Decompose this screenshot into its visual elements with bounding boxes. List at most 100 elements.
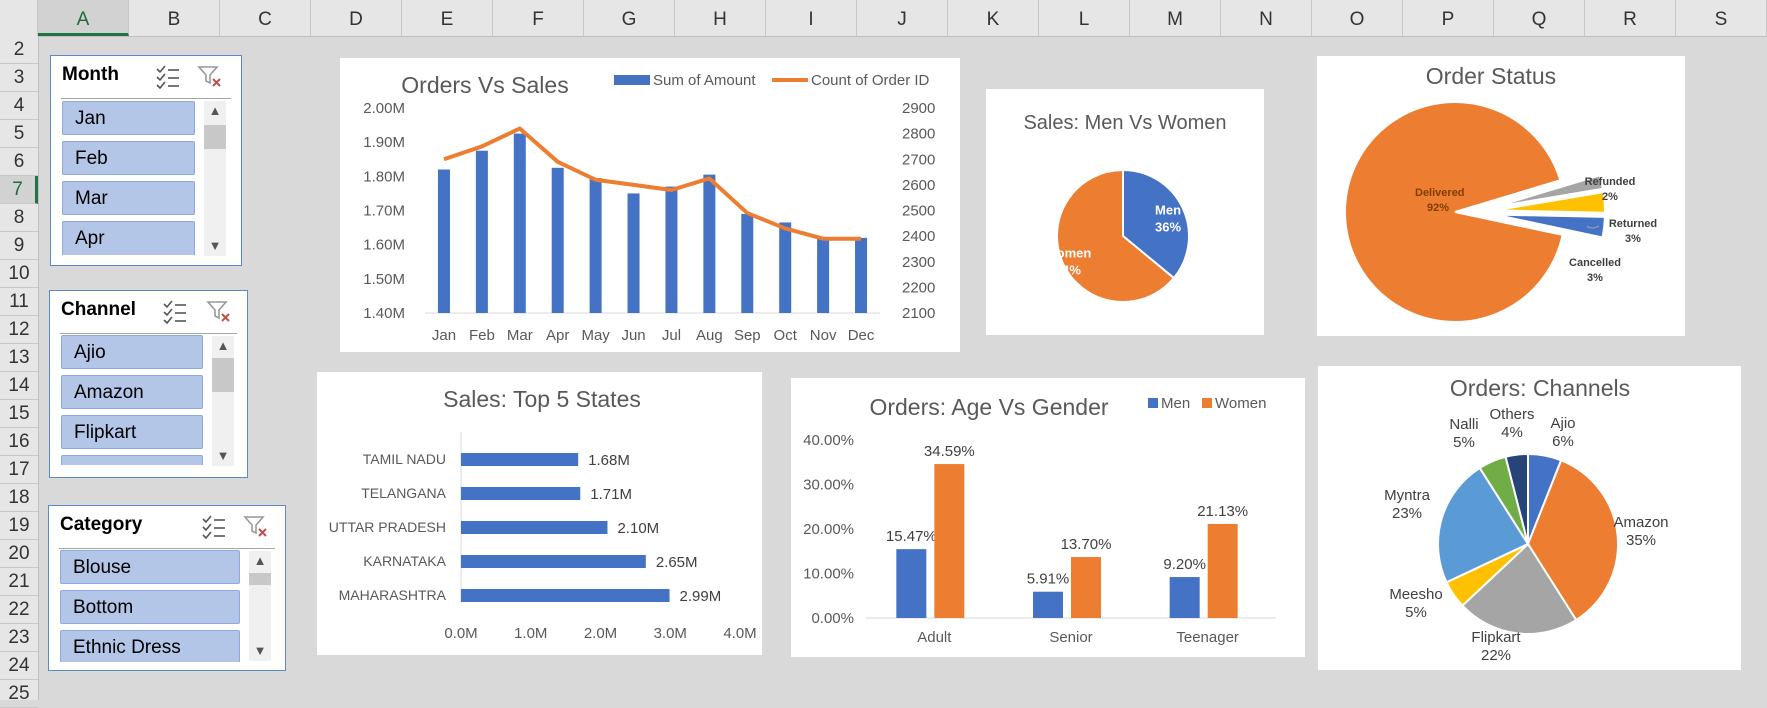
row-header-17[interactable]: 17 (0, 456, 38, 484)
slicer-item[interactable]: Mar (62, 181, 195, 215)
slicer-item[interactable]: Flipkart (61, 415, 203, 449)
month-slicer[interactable]: Month Jan Feb Mar Apr ▲ ▼ (50, 55, 242, 266)
row-header-5[interactable]: 5 (0, 120, 38, 148)
row-header-20[interactable]: 20 (0, 540, 38, 568)
slicer-item[interactable]: Amazon (61, 375, 203, 409)
column-header-f[interactable]: F (493, 0, 584, 36)
row-header-9[interactable]: 9 (0, 232, 38, 260)
age-vs-gender-chart[interactable]: Orders: Age Vs Gender Men Women 0.00% 10.00%… (791, 378, 1305, 657)
slicer-item[interactable]: Apr (62, 221, 195, 255)
column-header-b[interactable]: B (129, 0, 220, 36)
row-header-11[interactable]: 11 (0, 288, 38, 316)
row-header-2[interactable]: 2 (0, 36, 38, 64)
row-header-22[interactable]: 22 (0, 596, 38, 624)
clear-filter-icon[interactable] (206, 300, 232, 324)
row-header-14[interactable]: 14 (0, 372, 38, 400)
column-header-r[interactable]: R (1585, 0, 1676, 36)
row-header-7[interactable]: 7 (0, 176, 38, 204)
column-header-n[interactable]: N (1221, 0, 1312, 36)
row-header-13[interactable]: 13 (0, 344, 38, 372)
pie-pct-label: 92% (1427, 202, 1449, 214)
row-header-3[interactable]: 3 (0, 64, 38, 92)
column-header-d[interactable]: D (311, 0, 402, 36)
column-header-s[interactable]: S (1676, 0, 1767, 36)
order-status-chart[interactable]: Order Status Delivered 92% Refunded 2% Return… (1317, 56, 1685, 336)
scroll-down-icon[interactable]: ▼ (208, 238, 222, 253)
select-all-corner[interactable] (0, 0, 38, 36)
scroll-up-icon[interactable]: ▲ (216, 338, 230, 353)
x-tick-label: Feb (469, 327, 495, 344)
pie-label: Amazon (1613, 514, 1668, 531)
clear-filter-icon[interactable] (243, 515, 269, 539)
column-header-k[interactable]: K (948, 0, 1039, 36)
orders-vs-sales-chart[interactable]: Orders Vs Sales Sum of Amount Count of Ord… (340, 58, 960, 352)
column-header-o[interactable]: O (1312, 0, 1403, 36)
bar-amount (741, 213, 754, 313)
row-header-19[interactable]: 19 (0, 512, 38, 540)
row-header-6[interactable]: 6 (0, 148, 38, 176)
column-header-a[interactable]: A (38, 0, 129, 36)
column-header-m[interactable]: M (1130, 0, 1221, 36)
multi-select-icon[interactable] (155, 65, 181, 90)
slicer-scrollbar[interactable]: ▲ ▼ (212, 336, 234, 466)
clear-filter-icon[interactable] (197, 65, 223, 89)
scroll-up-icon[interactable]: ▲ (253, 553, 267, 568)
column-header-j[interactable]: J (857, 0, 948, 36)
row-header-4[interactable]: 4 (0, 92, 38, 120)
sales-men-women-chart[interactable]: Sales: Men Vs Women Men 36% Women 64% (986, 89, 1264, 335)
slicer-item[interactable]: Bottom (60, 590, 240, 624)
slicer-scrollbar[interactable]: ▲ ▼ (204, 101, 226, 256)
data-label: 2.65M (656, 554, 698, 571)
bar-women (1071, 557, 1101, 618)
slicer-item[interactable]: Ajio (61, 335, 203, 369)
column-header-p[interactable]: P (1403, 0, 1494, 36)
row-header-18[interactable]: 18 (0, 484, 38, 512)
row-header-25[interactable]: 25 (0, 680, 38, 708)
column-header-h[interactable]: H (675, 0, 766, 36)
multi-select-icon[interactable] (201, 515, 227, 540)
row-header-24[interactable]: 24 (0, 652, 38, 680)
row-header-10[interactable]: 10 (0, 260, 38, 288)
column-header-e[interactable]: E (402, 0, 493, 36)
row-header-21[interactable]: 21 (0, 568, 38, 596)
x-tick-label: 4.0M (723, 625, 756, 642)
column-header-c[interactable]: C (220, 0, 311, 36)
top5-states-chart[interactable]: Sales: Top 5 States TAMIL NADU 1.68M TELANG… (317, 372, 762, 655)
x-tick-label: 3.0M (654, 625, 687, 642)
orders-channels-chart[interactable]: Orders: Channels Ajio 6% Amazon 35% Flipkart 2… (1318, 366, 1741, 670)
scroll-up-icon[interactable]: ▲ (208, 103, 222, 118)
multi-select-icon[interactable] (162, 300, 188, 325)
slicer-item[interactable]: Ethnic Dress (60, 630, 240, 662)
slicer-scrollbar[interactable]: ▲ ▼ (249, 551, 271, 661)
data-label: 15.47% (886, 528, 937, 545)
scrollbar-thumb[interactable] (212, 358, 234, 392)
row-header-16[interactable]: 16 (0, 428, 38, 456)
slicer-item[interactable] (61, 455, 203, 465)
y-right-tick-label: 2800 (902, 126, 935, 143)
column-header-l[interactable]: L (1039, 0, 1130, 36)
column-header-g[interactable]: G (584, 0, 675, 36)
legend-swatch-women (1202, 398, 1212, 408)
slicer-divider (60, 333, 237, 334)
pie-pct-label: 2% (1602, 191, 1618, 203)
slicer-item[interactable]: Feb (62, 141, 195, 175)
scrollbar-thumb[interactable] (249, 573, 271, 585)
column-header-i[interactable]: I (766, 0, 857, 36)
slicer-item[interactable]: Blouse (60, 550, 240, 584)
x-tick-label: Nov (810, 327, 837, 344)
scroll-down-icon[interactable]: ▼ (253, 643, 267, 658)
column-header-q[interactable]: Q (1494, 0, 1585, 36)
slicer-item[interactable]: Jan (62, 101, 195, 135)
channel-slicer[interactable]: Channel Ajio Amazon Flipkart ▲ ▼ (49, 290, 248, 478)
category-slicer[interactable]: Category Blouse Bottom Ethnic Dress ▲ ▼ (48, 505, 286, 671)
row-header-15[interactable]: 15 (0, 400, 38, 428)
data-label: 1.71M (590, 486, 632, 503)
scrollbar-thumb[interactable] (204, 125, 226, 149)
row-header-8[interactable]: 8 (0, 204, 38, 232)
row-header-bar: 2 3 4 5 6 7 8 9 10 11 12 13 14 15 16 17 18 19 20 21 22 23 24 25 (0, 36, 39, 708)
row-header-12[interactable]: 12 (0, 316, 38, 344)
scroll-down-icon[interactable]: ▼ (216, 448, 230, 463)
row-header-23[interactable]: 23 (0, 624, 38, 652)
data-label: 2.99M (680, 588, 722, 605)
